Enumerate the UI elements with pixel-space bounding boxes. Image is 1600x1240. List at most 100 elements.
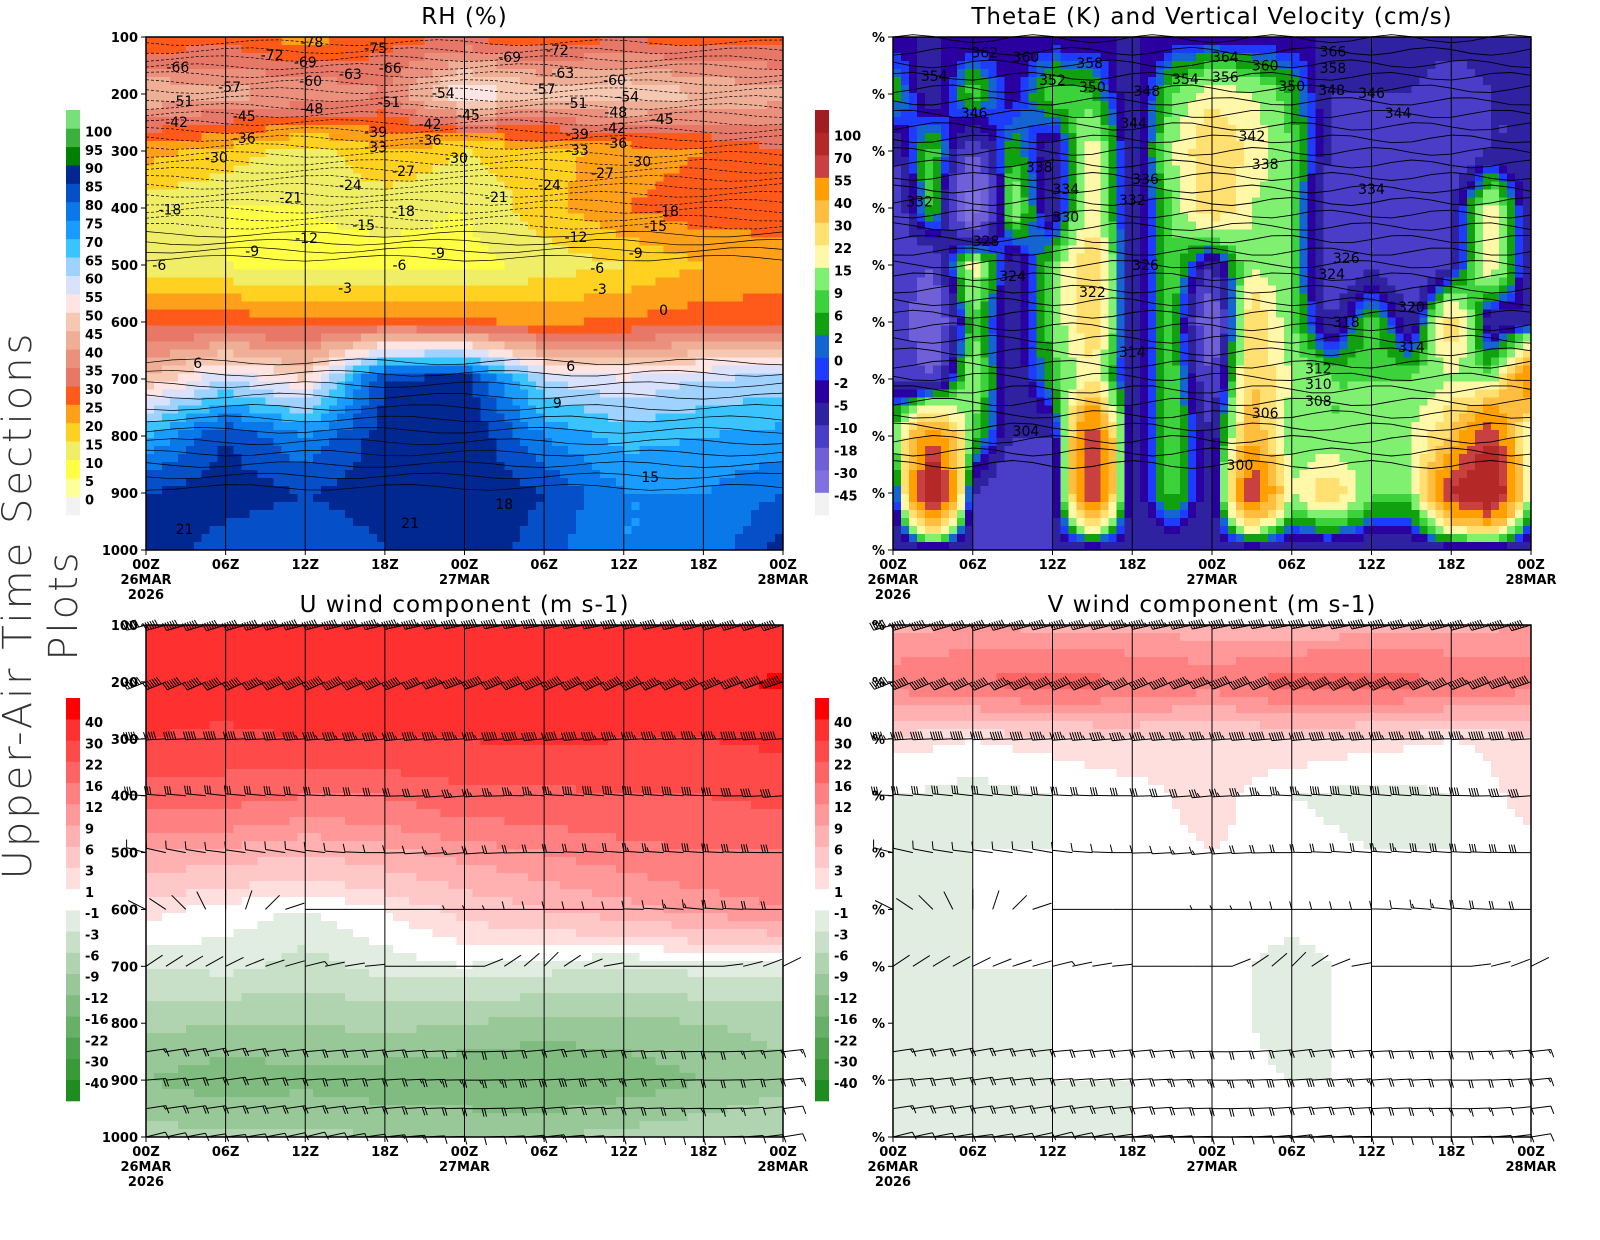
contour-cell — [281, 446, 290, 455]
contour-cell — [417, 390, 426, 399]
contour-cell — [202, 61, 211, 70]
contour-cell — [258, 197, 267, 206]
contour-cell — [265, 310, 274, 319]
contour-cell — [186, 502, 195, 511]
contour-cell — [767, 518, 776, 527]
contour-cell — [226, 382, 235, 391]
contour-cell — [473, 61, 482, 70]
contour-cell — [680, 310, 689, 319]
contour-cell — [680, 510, 689, 519]
contour-cell — [234, 286, 243, 295]
contour-cell — [520, 526, 529, 535]
contour-cell — [417, 502, 426, 511]
contour-cell — [361, 470, 370, 479]
contour-cell — [329, 270, 338, 279]
contour-cell — [170, 494, 179, 503]
contour-cell — [273, 390, 282, 399]
contour-cell — [162, 286, 171, 295]
contour-cell — [528, 526, 537, 535]
contour-cell — [321, 302, 330, 311]
contour-cell — [656, 494, 665, 503]
contour-cell — [202, 342, 211, 351]
contour-cell — [568, 406, 577, 415]
contour-cell — [512, 486, 521, 495]
contour-cell — [250, 165, 259, 174]
contour-cell — [234, 342, 243, 351]
contour-cell — [337, 45, 346, 54]
contour-cell — [297, 125, 306, 134]
contour-cell — [711, 334, 720, 343]
contour-cell — [202, 302, 211, 311]
contour-cell — [640, 261, 649, 270]
contour-cell — [409, 253, 418, 262]
contour-cell — [703, 422, 712, 431]
contour-cell — [504, 382, 513, 391]
contour-cell — [449, 334, 458, 343]
contour-cell — [146, 294, 155, 303]
contour-cell — [321, 261, 330, 270]
contour-cell — [751, 294, 760, 303]
contour-cell — [321, 534, 330, 543]
contour-cell — [337, 101, 346, 110]
contour-cell — [735, 286, 744, 295]
contour-cell — [234, 486, 243, 495]
contour-cell — [473, 229, 482, 238]
contour-cell — [751, 157, 760, 166]
contour-cell — [457, 229, 466, 238]
contour-cell — [250, 470, 259, 479]
contour-cell — [281, 286, 290, 295]
contour-cell — [186, 390, 195, 399]
contour-cell — [305, 422, 314, 431]
contour-cell — [592, 245, 601, 254]
contour-cell — [759, 93, 768, 102]
contour-cell — [616, 237, 625, 246]
contour-cell — [234, 366, 243, 375]
contour-cell — [552, 486, 561, 495]
contour-cell — [162, 494, 171, 503]
contour-cell — [520, 510, 529, 519]
contour-cell — [425, 261, 434, 270]
contour-cell — [210, 101, 219, 110]
contour-cell — [656, 518, 665, 527]
contour-cell — [433, 454, 442, 463]
contour-cell — [146, 534, 155, 543]
contour-cell — [568, 189, 577, 198]
contour-cell — [552, 502, 561, 511]
contour-cell — [345, 334, 354, 343]
contour-cell — [329, 526, 338, 535]
contour-cell — [345, 470, 354, 479]
contour-cell — [146, 350, 155, 359]
contour-cell — [369, 286, 378, 295]
contour-cell — [250, 438, 259, 447]
contour-cell — [273, 253, 282, 262]
contour-cell — [592, 470, 601, 479]
contour-cell — [449, 302, 458, 311]
contour-cell — [353, 253, 362, 262]
contour-cell — [401, 278, 410, 287]
contour-cell — [449, 37, 458, 46]
contour-cell — [640, 141, 649, 150]
contour-cell — [218, 534, 227, 543]
contour-cell — [703, 278, 712, 287]
contour-cell — [281, 133, 290, 142]
contour-cell — [536, 310, 545, 319]
contour-cell — [281, 534, 290, 543]
contour-cell — [218, 518, 227, 527]
contour-cell — [186, 318, 195, 327]
contour-cell — [688, 494, 697, 503]
contour-cell — [735, 213, 744, 222]
contour-cell — [433, 526, 442, 535]
contour-cell — [759, 350, 768, 359]
contour-cell — [624, 422, 633, 431]
contour-cell — [719, 398, 728, 407]
contour-cell — [767, 470, 776, 479]
contour-cell — [258, 117, 267, 126]
contour-cell — [178, 157, 187, 166]
contour-cell — [520, 470, 529, 479]
contour-cell — [194, 470, 203, 479]
contour-cell — [353, 141, 362, 150]
contour-cell — [369, 334, 378, 343]
contour-cell — [297, 350, 306, 359]
contour-cell — [369, 101, 378, 110]
contour-cell — [178, 502, 187, 511]
